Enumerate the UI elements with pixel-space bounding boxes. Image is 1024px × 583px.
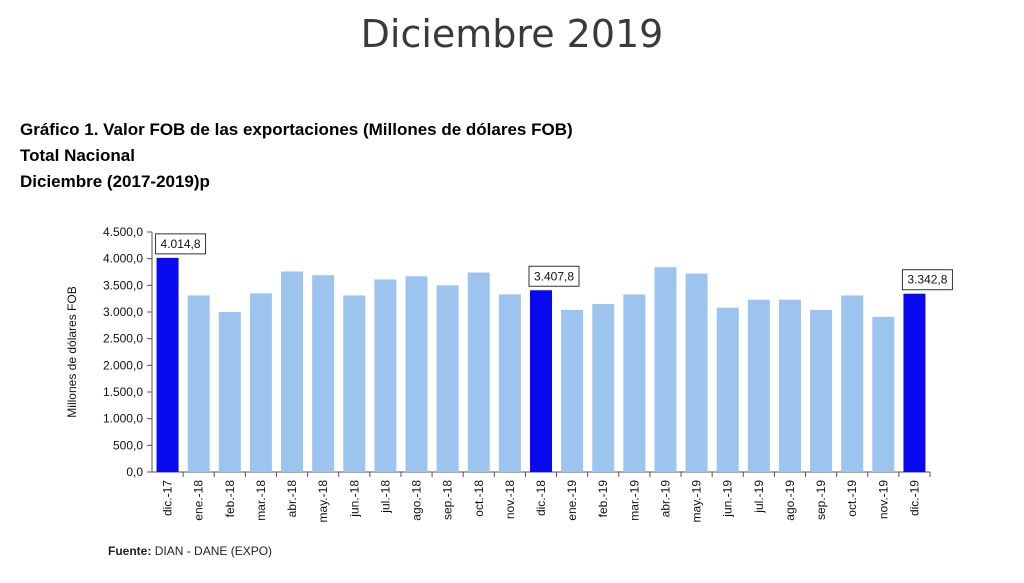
bar xyxy=(498,294,521,472)
x-tick-label: dic.-18 xyxy=(534,480,548,516)
data-label-box xyxy=(528,265,580,287)
data-label-box xyxy=(901,269,953,291)
bar xyxy=(561,309,584,472)
x-tick-label: ene.-18 xyxy=(192,480,206,521)
bar xyxy=(716,307,739,472)
bar xyxy=(841,295,864,472)
x-tick-label: dic.-19 xyxy=(907,480,921,516)
chart-titles: Gráfico 1. Valor FOB de las exportacione… xyxy=(20,117,573,195)
bar xyxy=(685,273,708,472)
x-tick-label: abr.-18 xyxy=(285,480,299,518)
bar xyxy=(281,271,304,472)
x-tick-label: feb.-18 xyxy=(223,480,237,518)
bar xyxy=(312,275,335,472)
bar xyxy=(343,295,366,472)
chart-subtitle-region: Total Nacional xyxy=(20,146,135,165)
x-tick-label: ago.-19 xyxy=(783,480,797,521)
bar xyxy=(778,299,801,472)
x-tick-label: ago.-18 xyxy=(410,480,424,521)
bar-highlight xyxy=(530,290,552,472)
y-tick-label: 3.500,0 xyxy=(103,278,143,292)
y-tick-label: 500,0 xyxy=(113,438,143,452)
x-tick-label: nov.-18 xyxy=(503,480,517,519)
data-label: 3.407,8 xyxy=(534,269,574,283)
bar xyxy=(187,295,210,472)
x-tick-label: oct.-19 xyxy=(845,480,859,517)
x-tick-label: jul.-18 xyxy=(378,480,392,514)
bar xyxy=(249,293,272,472)
bar xyxy=(592,304,615,472)
data-label: 3.342,8 xyxy=(907,273,947,287)
chart-title: Gráfico 1. Valor FOB de las exportacione… xyxy=(20,120,573,139)
y-axis-title: Millones de dólares FOB xyxy=(65,286,79,417)
y-tick-label: 3.000,0 xyxy=(103,305,143,319)
y-tick-label: 4.000,0 xyxy=(103,252,143,266)
bar-highlight xyxy=(903,293,926,472)
x-tick-label: jun.-19 xyxy=(721,480,735,518)
x-tick-label: may.-19 xyxy=(690,480,704,523)
y-tick-label: 1.000,0 xyxy=(103,412,143,426)
y-tick-label: 4.500,0 xyxy=(103,225,143,239)
x-tick-label: jul.-19 xyxy=(752,480,766,514)
y-tick-label: 0,0 xyxy=(126,465,143,479)
x-tick-label: dic.-17 xyxy=(161,480,175,516)
source-value: DIAN - DANE (EXPO) xyxy=(154,544,273,558)
x-tick-label: may.-18 xyxy=(316,480,330,523)
x-tick-label: mar.-18 xyxy=(254,480,268,521)
x-tick-label: sep.-18 xyxy=(441,480,455,520)
chart-subtitle-period: Diciembre (2017-2019)p xyxy=(20,172,210,191)
x-tick-label: jun.-18 xyxy=(347,480,361,518)
y-tick-label: 1.500,0 xyxy=(103,385,143,399)
bar xyxy=(405,276,428,472)
x-tick-label: feb.-19 xyxy=(596,480,610,518)
bar-highlight xyxy=(156,257,179,472)
x-tick-label: ene.-19 xyxy=(565,480,579,521)
bar xyxy=(374,279,397,472)
x-tick-label: oct.-18 xyxy=(472,480,486,517)
bar xyxy=(810,309,833,472)
x-tick-label: sep.-19 xyxy=(814,480,828,520)
bar xyxy=(467,272,490,472)
data-label-box xyxy=(155,233,207,255)
bar xyxy=(872,316,895,472)
bar xyxy=(654,267,677,472)
bar xyxy=(218,312,241,472)
bar xyxy=(747,299,770,472)
page-heading: Diciembre 2019 xyxy=(360,12,664,56)
y-tick-label: 2.500,0 xyxy=(103,332,143,346)
x-tick-label: nov.-19 xyxy=(876,480,890,519)
bar xyxy=(623,294,646,472)
x-tick-label: abr.-19 xyxy=(658,480,672,518)
bar xyxy=(436,285,459,472)
source-note: Fuente: DIAN - DANE (EXPO) xyxy=(108,544,272,558)
x-tick-label: mar.-19 xyxy=(627,480,641,521)
source-label: Fuente: xyxy=(108,544,152,558)
y-tick-label: 2.000,0 xyxy=(103,358,143,372)
data-label: 4.014,8 xyxy=(161,237,201,251)
